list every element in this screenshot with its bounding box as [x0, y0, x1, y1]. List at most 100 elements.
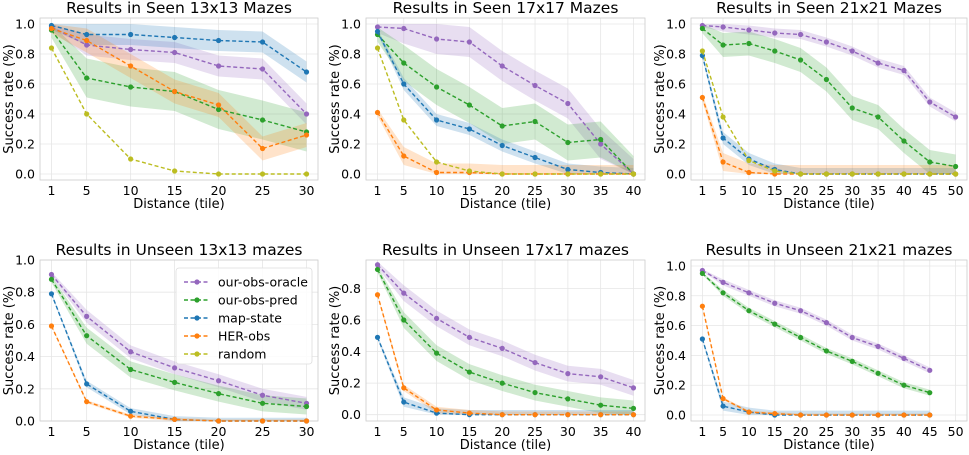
data-point-our-obs-pred: [215, 106, 222, 113]
legend-marker-our-obs-oracle: [194, 279, 200, 285]
data-point-our-obs-pred: [532, 389, 538, 396]
data-point-HER-obs: [849, 412, 855, 418]
y-tick-label: 0.4: [341, 344, 361, 359]
data-point-HER-obs: [466, 410, 473, 416]
data-point-HER-obs: [797, 412, 804, 418]
x-tick-label: 5: [83, 183, 91, 198]
data-point-map-state: [215, 37, 222, 44]
x-tick-label: 30: [844, 183, 860, 198]
y-tick-label: 1.0: [666, 17, 686, 32]
data-point-our-obs-pred: [499, 380, 505, 386]
x-tick-label: 40: [896, 424, 912, 439]
data-point-HER-obs: [699, 303, 705, 309]
x-tick-label: 10: [429, 424, 445, 439]
data-point-map-state: [433, 117, 440, 123]
y-axis-label: Success rate (%): [2, 44, 17, 154]
x-tick-label: 30: [560, 424, 576, 439]
data-point-our-obs-oracle: [374, 262, 381, 268]
data-point-HER-obs: [84, 399, 90, 405]
data-point-HER-obs: [48, 323, 55, 329]
data-point-HER-obs: [128, 413, 134, 419]
data-point-HER-obs: [433, 169, 440, 176]
x-tick-label: 15: [167, 424, 183, 439]
y-tick-label: 0.6: [666, 77, 686, 92]
data-point-HER-obs: [823, 412, 830, 418]
x-tick-label: 15: [767, 424, 783, 439]
confidence-band-our-obs-oracle: [702, 269, 930, 374]
data-point-our-obs-pred: [772, 48, 778, 54]
data-point-map-state: [401, 81, 407, 87]
data-point-HER-obs: [875, 412, 881, 418]
y-tick-label: 1.0: [15, 17, 35, 32]
plot-frame: [690, 17, 968, 181]
x-axis-label: Distance (tile): [133, 438, 224, 453]
x-tick-label: 1: [48, 183, 56, 198]
data-point-our-obs-pred: [433, 350, 440, 356]
data-point-HER-obs: [172, 88, 178, 95]
y-tick-label: 0.8: [666, 288, 686, 303]
data-point-HER-obs: [259, 418, 266, 424]
data-point-our-obs-oracle: [565, 371, 571, 377]
confidence-band-our-obs-oracle: [377, 24, 634, 174]
data-point-our-obs-pred: [699, 270, 705, 277]
data-point-random: [598, 171, 604, 177]
data-point-our-obs-pred: [303, 403, 310, 410]
chart-title: Results in Unseen 17x17 mazes: [382, 241, 629, 259]
x-tick-label: 1: [698, 183, 706, 198]
legend-label: random: [218, 347, 266, 362]
confidence-band-HER-obs: [702, 305, 930, 416]
data-point-HER-obs: [401, 153, 407, 159]
y-tick-label: 0.8: [341, 281, 361, 296]
data-point-our-obs-pred: [401, 60, 407, 66]
data-point-random: [720, 114, 726, 120]
data-point-our-obs-pred: [797, 334, 804, 341]
plot-frame: [690, 259, 968, 422]
data-point-our-obs-pred: [772, 321, 778, 327]
data-point-map-state: [532, 154, 538, 161]
data-point-HER-obs: [433, 407, 440, 413]
data-point-random: [746, 157, 752, 164]
data-point-our-obs-pred: [720, 42, 726, 48]
legend-marker-random: [194, 351, 200, 357]
y-tick-label: 0.6: [15, 317, 35, 332]
data-point-HER-obs: [128, 63, 134, 69]
y-tick-label: 0.8: [15, 47, 35, 62]
chart-title: Results in Seen 21x21 Mazes: [716, 0, 942, 17]
data-point-HER-obs: [720, 159, 726, 165]
x-tick-label: 1: [374, 424, 382, 439]
data-point-our-obs-oracle: [259, 392, 266, 398]
data-point-random: [849, 171, 855, 177]
data-point-map-state: [374, 28, 381, 35]
data-point-our-obs-pred: [927, 159, 933, 165]
y-axis-label: Success rate (%): [328, 286, 343, 396]
x-tick-label: 20: [793, 424, 809, 439]
x-tick-label: 35: [870, 424, 886, 439]
data-point-random: [875, 171, 881, 177]
x-tick-label: 20: [211, 424, 227, 439]
data-point-HER-obs: [374, 292, 381, 298]
chart-panel-3: 0.0 0.2 0.4 0.6 0.8 1.0 1 5 10 15 20 25 30 35 40 45 50 Re…: [653, 0, 968, 212]
data-point-map-state: [565, 166, 571, 173]
series-line-our-obs-pred: [377, 34, 634, 175]
x-tick-label: 30: [299, 424, 315, 439]
plot-frame: [39, 17, 319, 181]
data-point-our-obs-pred: [466, 369, 473, 375]
x-tick-label: 25: [818, 424, 834, 439]
data-point-our-obs-oracle: [401, 25, 407, 32]
data-point-our-obs-oracle: [172, 365, 178, 371]
y-axis-label: Success rate (%): [653, 286, 668, 396]
data-point-random: [374, 45, 381, 51]
data-point-our-obs-pred: [746, 40, 752, 47]
y-axis-label: Success rate (%): [653, 44, 668, 154]
legend-marker-our-obs-pred: [194, 297, 200, 303]
y-axis-label: Success rate (%): [2, 286, 17, 396]
x-tick-label: 25: [818, 183, 834, 198]
x-tick-label: 1: [48, 424, 56, 439]
x-tick-label: 30: [299, 183, 315, 198]
data-point-our-obs-oracle: [720, 24, 726, 30]
y-tick-label: 0.2: [666, 378, 686, 393]
data-point-HER-obs: [401, 385, 407, 391]
data-point-our-obs-pred: [499, 123, 505, 129]
